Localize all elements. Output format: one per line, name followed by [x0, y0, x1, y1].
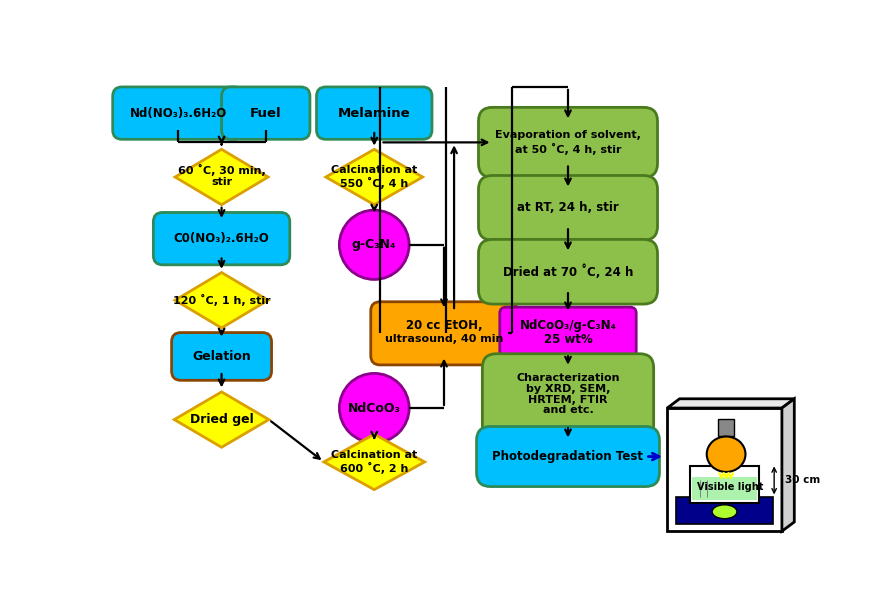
- FancyBboxPatch shape: [478, 239, 657, 304]
- Text: Characterization: Characterization: [517, 373, 619, 383]
- Text: Evaporation of solvent,: Evaporation of solvent,: [495, 130, 641, 141]
- Polygon shape: [667, 399, 795, 408]
- Polygon shape: [326, 149, 423, 205]
- Bar: [719, 419, 734, 436]
- Text: NdCoO₃: NdCoO₃: [347, 401, 400, 415]
- Polygon shape: [175, 149, 268, 205]
- FancyBboxPatch shape: [478, 107, 657, 177]
- FancyBboxPatch shape: [477, 426, 659, 487]
- Text: ultrasound, 40 min: ultrasound, 40 min: [385, 334, 503, 345]
- FancyBboxPatch shape: [172, 333, 272, 380]
- Text: Fuel: Fuel: [250, 107, 282, 119]
- Text: 20 cc EtOH,: 20 cc EtOH,: [406, 319, 482, 332]
- Text: by XRD, SEM,: by XRD, SEM,: [525, 384, 610, 394]
- Text: 60 ˚C, 30 min,: 60 ˚C, 30 min,: [178, 164, 266, 176]
- Polygon shape: [324, 434, 424, 490]
- Bar: [690, 466, 758, 503]
- FancyBboxPatch shape: [113, 87, 244, 139]
- Bar: [692, 477, 758, 499]
- Text: Gelation: Gelation: [192, 350, 251, 363]
- Text: Dried gel: Dried gel: [190, 413, 253, 426]
- Text: Nd(NO₃)₃.6H₂O: Nd(NO₃)₃.6H₂O: [129, 107, 227, 119]
- Text: Melamine: Melamine: [338, 107, 410, 119]
- Text: Photodegradation Test: Photodegradation Test: [493, 450, 643, 463]
- Text: Calcination at: Calcination at: [331, 165, 417, 175]
- FancyBboxPatch shape: [153, 213, 290, 265]
- Text: C0(NO₃)₂.6H₂O: C0(NO₃)₂.6H₂O: [174, 232, 269, 245]
- Text: 600 ˚C, 2 h: 600 ˚C, 2 h: [340, 462, 408, 474]
- Text: g-C₃N₄: g-C₃N₄: [352, 238, 397, 252]
- Text: at 50 ˚C, 4 h, stir: at 50 ˚C, 4 h, stir: [515, 143, 621, 155]
- Text: NdCoO₃/g-C₃N₄: NdCoO₃/g-C₃N₄: [519, 319, 617, 332]
- Text: 120 ˚C, 1 h, stir: 120 ˚C, 1 h, stir: [173, 294, 270, 306]
- FancyBboxPatch shape: [316, 87, 432, 139]
- Text: at RT, 24 h, stir: at RT, 24 h, stir: [517, 202, 619, 214]
- Bar: [677, 498, 773, 524]
- FancyBboxPatch shape: [482, 354, 654, 439]
- Polygon shape: [175, 392, 268, 447]
- Text: Calcination at: Calcination at: [331, 450, 417, 460]
- Text: Dried at 70 ˚C, 24 h: Dried at 70 ˚C, 24 h: [503, 264, 633, 279]
- Text: 550 ˚C, 4 h: 550 ˚C, 4 h: [340, 177, 408, 189]
- FancyBboxPatch shape: [370, 302, 517, 365]
- Text: stir: stir: [211, 177, 232, 188]
- Ellipse shape: [339, 210, 409, 280]
- Polygon shape: [175, 272, 268, 328]
- FancyBboxPatch shape: [478, 175, 657, 240]
- Bar: [667, 408, 782, 531]
- Polygon shape: [782, 399, 795, 531]
- Text: and etc.: and etc.: [542, 406, 594, 415]
- Text: 30 cm: 30 cm: [785, 476, 820, 485]
- FancyBboxPatch shape: [222, 87, 310, 139]
- Text: 25 wt%: 25 wt%: [544, 333, 593, 346]
- Text: Visible light: Visible light: [696, 482, 763, 492]
- Ellipse shape: [707, 437, 745, 472]
- Text: HRTEM, FTIR: HRTEM, FTIR: [528, 395, 608, 404]
- FancyBboxPatch shape: [500, 307, 636, 359]
- Ellipse shape: [339, 373, 409, 443]
- Ellipse shape: [712, 505, 737, 519]
